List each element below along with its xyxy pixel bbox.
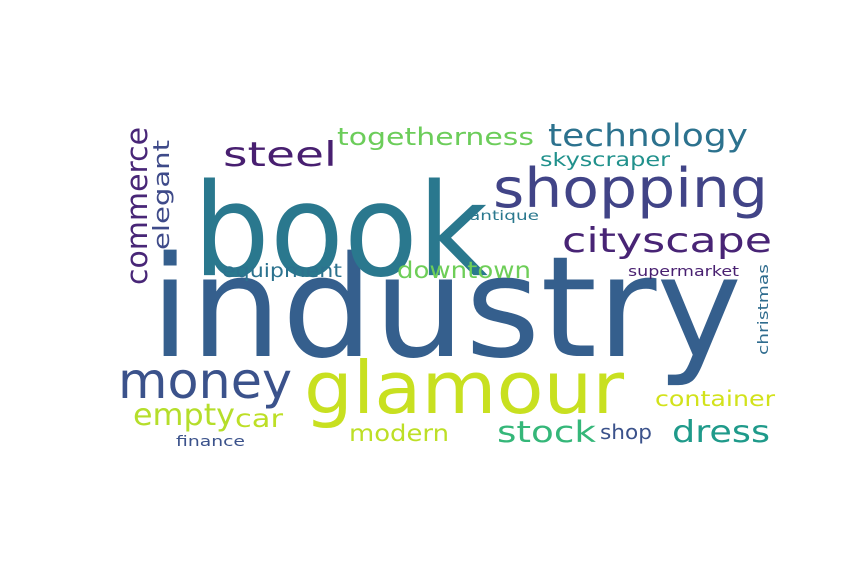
word-stock: stock xyxy=(497,415,596,449)
word-car: car xyxy=(235,404,284,433)
word-empty: empty xyxy=(133,398,235,433)
word-steel: steel xyxy=(223,135,337,175)
word-technology: technology xyxy=(548,118,748,154)
word-skyscraper: skyscraper xyxy=(540,149,670,171)
word-industry: industry xyxy=(150,227,742,390)
word-money: money xyxy=(118,352,292,410)
word-shop: shop xyxy=(600,420,652,444)
word-elegant: elegant xyxy=(150,140,175,250)
word-shopping: shopping xyxy=(493,157,768,220)
word-equipment: equipment xyxy=(222,260,342,282)
word-modern: modern xyxy=(349,421,449,447)
word-container: container xyxy=(655,387,775,411)
word-antique: antique xyxy=(469,209,539,224)
word-downtown: downtown xyxy=(397,258,531,284)
word-togetherness: togetherness xyxy=(337,123,534,151)
word-book: book xyxy=(193,157,488,306)
word-commerce: commerce xyxy=(120,127,154,285)
word-supermarket: supermarket xyxy=(628,264,740,280)
word-cityscape: cityscape xyxy=(562,221,772,261)
word-glamour: glamour xyxy=(304,346,624,430)
word-christmas: christmas xyxy=(756,264,772,355)
word-dress: dress xyxy=(672,415,770,450)
word-finance: finance xyxy=(176,434,245,450)
